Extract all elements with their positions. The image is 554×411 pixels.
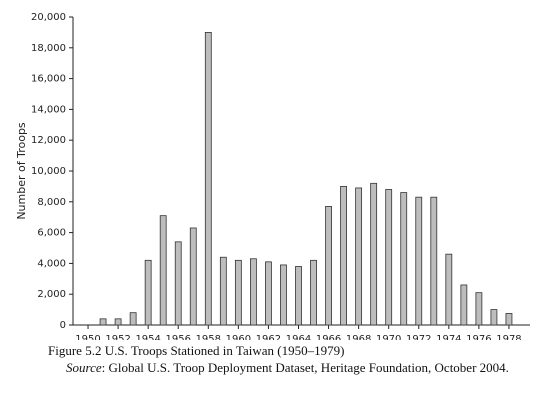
- bar: [174, 241, 182, 326]
- bar: [370, 182, 378, 326]
- x-tick-label: 1958: [196, 334, 221, 340]
- x-tick-label: 1972: [406, 334, 431, 340]
- x-tick-label: 1962: [256, 334, 281, 340]
- bar: [490, 309, 498, 326]
- bar: [310, 259, 317, 326]
- bar: [295, 266, 302, 326]
- bar: [445, 253, 453, 326]
- x-tick-label: 1976: [466, 334, 491, 340]
- x-tick-label: 1950: [75, 334, 100, 340]
- bar: [204, 32, 212, 326]
- y-tick-label: 16,000: [31, 74, 66, 85]
- x-tick-label: 1952: [105, 334, 130, 340]
- caption-title: Figure 5.2 U.S. Troops Stationed in Taiw…: [48, 343, 345, 358]
- x-tick-label: 1956: [166, 334, 191, 340]
- bar: [325, 206, 332, 326]
- x-tick-label: 1974: [436, 334, 461, 340]
- bar: [475, 292, 483, 326]
- bar: [280, 264, 287, 326]
- bar: [144, 259, 152, 326]
- bar: [340, 185, 347, 326]
- y-tick-label: 4,000: [37, 258, 66, 269]
- bar: [400, 192, 408, 326]
- bar: [234, 259, 242, 326]
- x-tick-label: 1966: [316, 334, 341, 340]
- bar: [249, 258, 257, 326]
- chart: Number of Troops 0 2,000 4,000 6,000 8,000 10…: [15, 12, 530, 345]
- bar: [159, 215, 167, 326]
- x-tick-label: 1960: [226, 334, 251, 340]
- caption-source: Source: Global U.S. Troop Deployment Dat…: [48, 359, 528, 376]
- bar: [460, 284, 468, 326]
- y-tick-label: 10,000: [31, 166, 66, 177]
- y-axis-label: Number of Troops: [15, 122, 28, 220]
- bar: [355, 187, 363, 326]
- y-tick-label: 0: [60, 320, 66, 331]
- y-tick-label: 20,000: [31, 12, 66, 23]
- x-tick-label: 1964: [286, 334, 311, 340]
- bar: [114, 318, 122, 326]
- bar: [99, 318, 107, 326]
- y-tick-label: 6,000: [37, 228, 66, 239]
- bar: [430, 196, 438, 326]
- y-tick-label: 8,000: [37, 197, 66, 208]
- source-label: Source: [66, 360, 102, 375]
- source-text: : Global U.S. Troop Deployment Dataset, …: [101, 360, 509, 375]
- x-tick-label: 1968: [346, 334, 371, 340]
- x-tick-label: 1978: [496, 334, 521, 340]
- bar: [415, 196, 423, 326]
- bar: [265, 261, 272, 326]
- bar: [505, 313, 513, 326]
- x-tick-label: 1970: [376, 334, 401, 340]
- y-tick-label: 18,000: [31, 43, 66, 54]
- y-tick-label: 2,000: [37, 289, 66, 300]
- bar: [219, 256, 227, 326]
- caption: Figure 5.2 U.S. Troops Stationed in Taiw…: [48, 342, 528, 376]
- bar: [129, 312, 137, 326]
- y-tick-label: 14,000: [31, 104, 66, 115]
- bar: [189, 227, 197, 326]
- x-tick-label: 1954: [135, 334, 160, 340]
- bar: [385, 189, 393, 326]
- y-tick-label: 12,000: [31, 135, 66, 146]
